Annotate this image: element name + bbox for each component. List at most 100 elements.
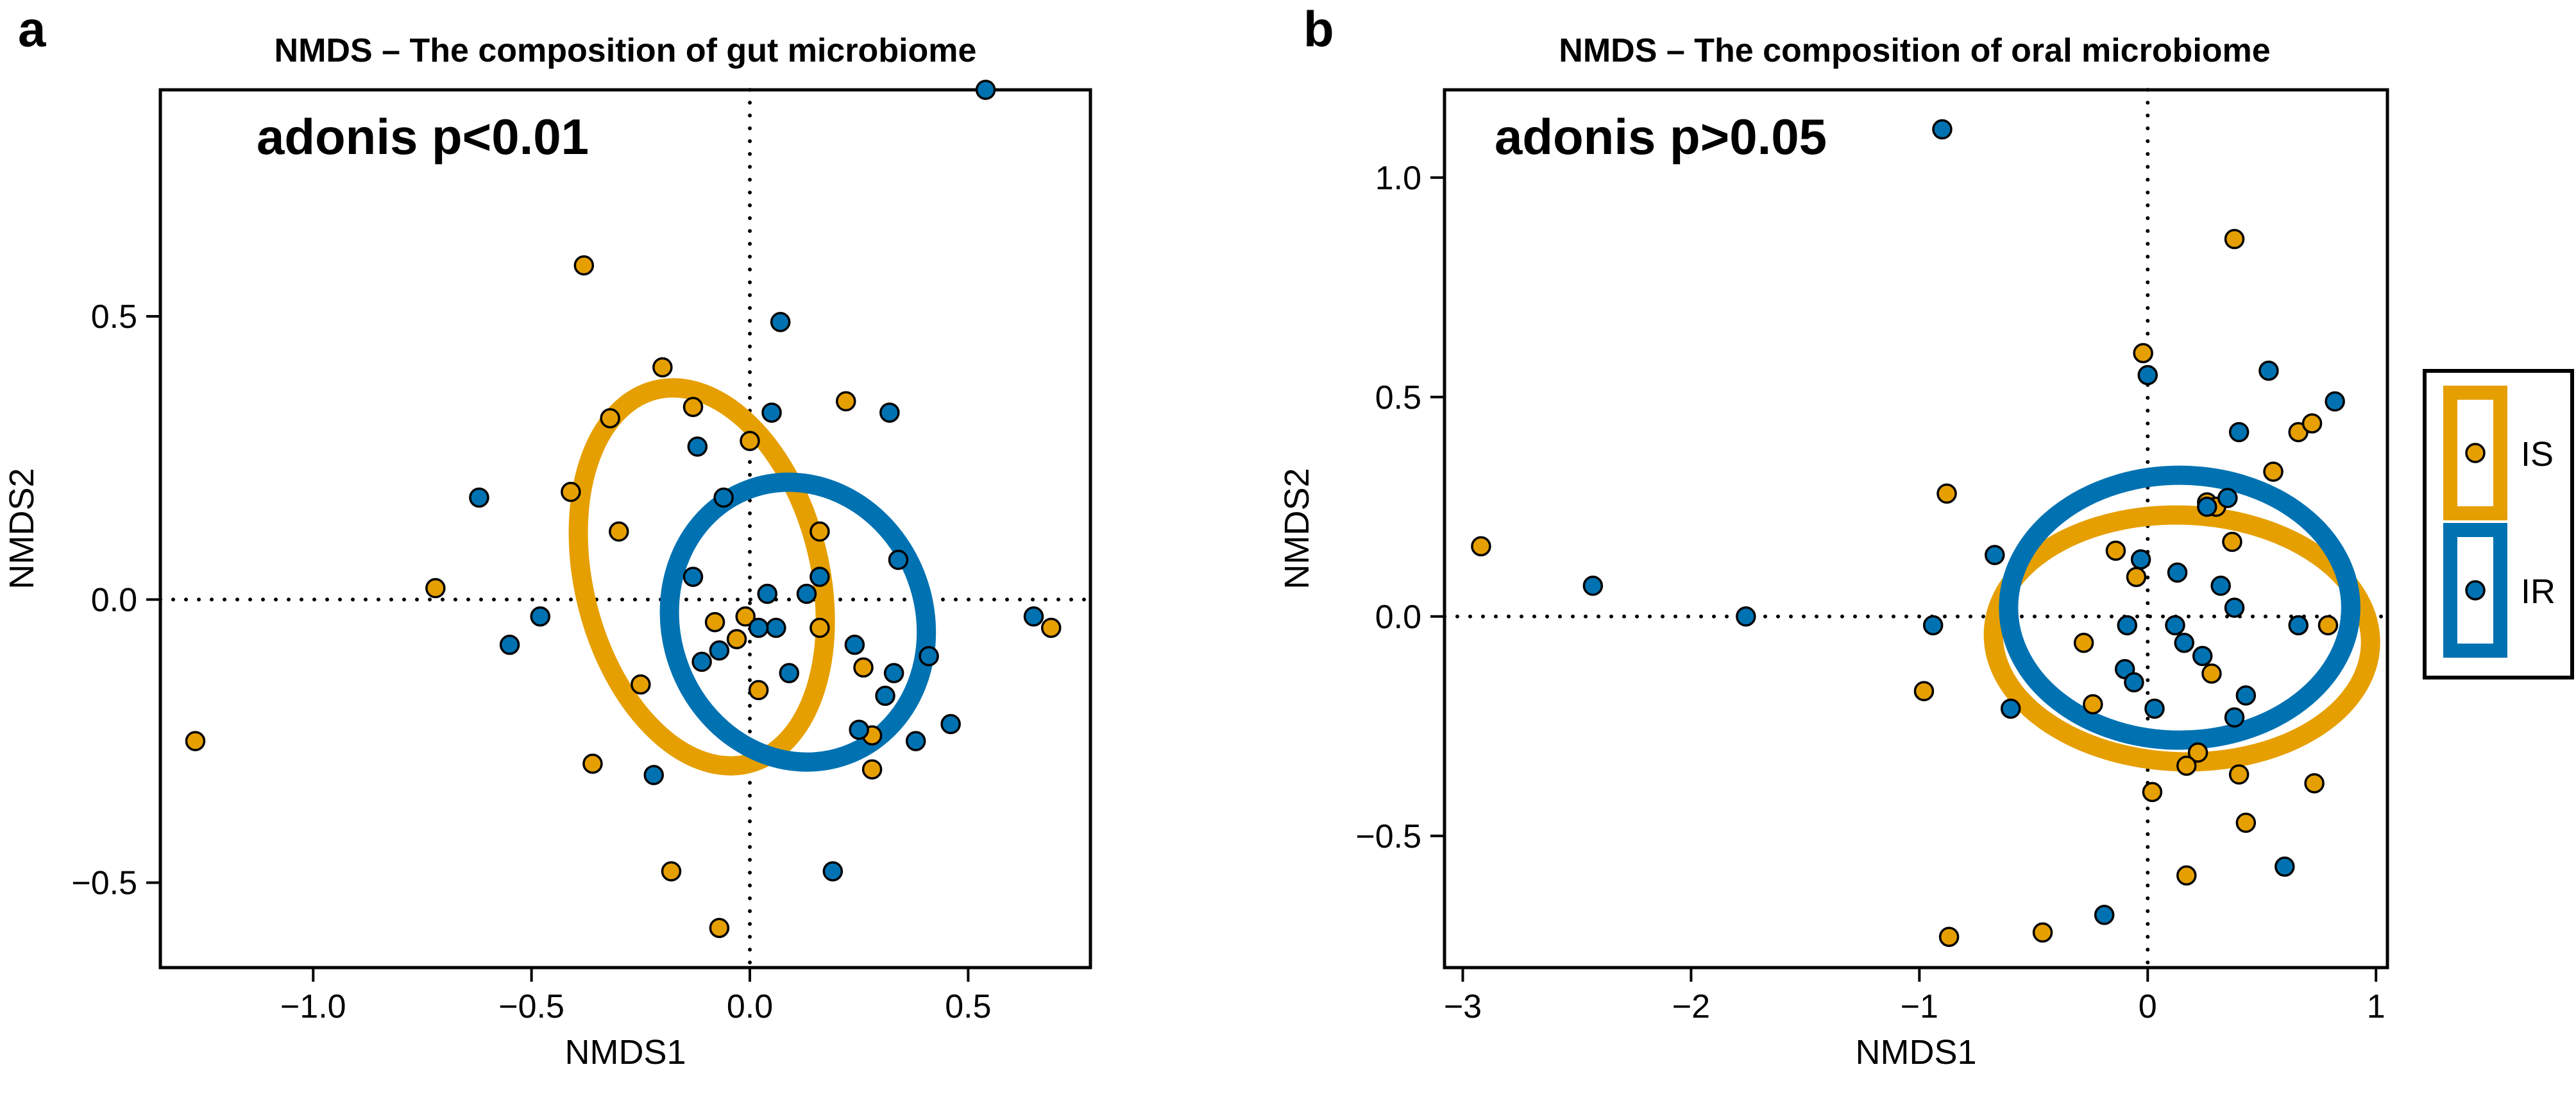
point-is xyxy=(582,753,603,774)
point-is xyxy=(2176,865,2197,886)
point-ir xyxy=(2325,391,2345,412)
y-tick-label: −0.5 xyxy=(1355,818,1421,855)
chart-title: NMDS – The composition of oral microbiom… xyxy=(1559,32,2270,69)
point-is xyxy=(2263,461,2284,482)
point-is xyxy=(2176,755,2197,776)
point-ir xyxy=(1985,545,2005,565)
point-is xyxy=(740,431,760,451)
point-ir xyxy=(2000,698,2021,719)
point-ir xyxy=(757,583,777,604)
y-tick-label: 0.0 xyxy=(1375,599,1421,636)
point-ir xyxy=(2275,856,2295,877)
x-tick-label: 1 xyxy=(2367,988,2385,1025)
point-ir xyxy=(748,617,769,638)
point-ir xyxy=(2258,361,2279,381)
point-ir xyxy=(905,731,926,751)
point-ir xyxy=(682,567,704,587)
point-is xyxy=(809,521,830,542)
point-is xyxy=(2318,615,2339,636)
point-is xyxy=(2083,694,2103,715)
panel-b: b NMDS – The composition of oral microbio… xyxy=(1278,1,2389,1072)
point-ir xyxy=(940,714,961,735)
point-is xyxy=(573,255,595,276)
legend-label-is: IS xyxy=(2521,435,2554,474)
point-is xyxy=(809,617,830,638)
point-ir xyxy=(919,645,939,667)
point-is xyxy=(836,391,856,412)
panel-a: a NMDS – The composition of gut microbiom… xyxy=(3,1,1092,1072)
point-is xyxy=(861,759,883,780)
x-axis-label: NMDS1 xyxy=(564,1033,686,1072)
point-is xyxy=(1938,927,1960,947)
point-is xyxy=(652,357,673,378)
point-is xyxy=(1040,617,1062,638)
x-tick-label: 0.5 xyxy=(945,988,991,1025)
x-tick-label: −3 xyxy=(1444,988,1482,1025)
point-is xyxy=(726,629,747,649)
point-is xyxy=(561,481,581,502)
panel-letter: a xyxy=(18,1,46,57)
point-ir xyxy=(1932,119,1953,140)
x-tick-label: 0 xyxy=(2139,988,2157,1025)
y-axis-label: NMDS2 xyxy=(3,468,41,589)
point-is xyxy=(661,861,682,882)
point-is xyxy=(631,674,651,695)
point-is xyxy=(2235,812,2257,833)
point-ir xyxy=(1582,576,1604,596)
point-ir xyxy=(530,606,551,627)
adonis-annotation: adonis p<0.01 xyxy=(257,108,589,165)
x-tick-label: −2 xyxy=(1672,988,1710,1025)
legend-point-is xyxy=(2465,443,2486,463)
x-tick-label: −1 xyxy=(1901,988,1938,1025)
point-ir xyxy=(713,487,734,508)
point-ir xyxy=(2210,576,2231,596)
point-is xyxy=(2304,773,2325,794)
point-is xyxy=(185,731,206,751)
legend-key-ir xyxy=(2443,523,2507,658)
y-tick-label: 0.5 xyxy=(1375,379,1421,416)
plot-frame xyxy=(158,88,1092,970)
point-ir xyxy=(2094,905,2115,925)
legend: IS IR xyxy=(2423,369,2574,679)
point-ir xyxy=(822,861,843,882)
y-tick-label: −0.5 xyxy=(71,865,137,902)
point-ir xyxy=(770,312,791,332)
point-ir xyxy=(809,567,830,587)
point-is xyxy=(2201,663,2222,684)
point-ir xyxy=(2192,645,2213,667)
point-ir xyxy=(779,663,800,683)
point-is xyxy=(1913,681,1935,701)
point-ir xyxy=(2165,615,2185,636)
point-ir xyxy=(766,617,786,638)
point-ir xyxy=(687,436,708,457)
point-is xyxy=(709,918,730,938)
point-is xyxy=(2222,531,2242,552)
y-tick-label: 0.5 xyxy=(91,298,137,336)
point-ir xyxy=(2197,497,2217,517)
point-is xyxy=(748,679,769,701)
point-is xyxy=(2073,633,2094,653)
point-is xyxy=(682,397,704,417)
point-ir xyxy=(849,719,869,740)
ellipse-ir xyxy=(659,472,936,772)
point-ir xyxy=(875,685,895,706)
point-is xyxy=(600,408,620,429)
point-ir xyxy=(2167,562,2188,583)
point-is xyxy=(2105,540,2126,561)
point-is xyxy=(425,577,446,599)
point-ir xyxy=(879,402,900,423)
point-ir xyxy=(2117,615,2137,636)
point-ir xyxy=(2224,597,2245,618)
point-ir xyxy=(883,663,904,683)
point-is xyxy=(2032,922,2053,943)
panel-letter: b xyxy=(1303,1,1334,57)
x-tick-label: −0.5 xyxy=(498,988,564,1025)
x-axis-label: NMDS1 xyxy=(1855,1033,1976,1072)
legend-key-is xyxy=(2443,386,2507,520)
point-is xyxy=(2187,742,2208,763)
point-is xyxy=(2142,782,2163,803)
point-is xyxy=(2228,764,2250,785)
point-ir xyxy=(499,635,520,655)
